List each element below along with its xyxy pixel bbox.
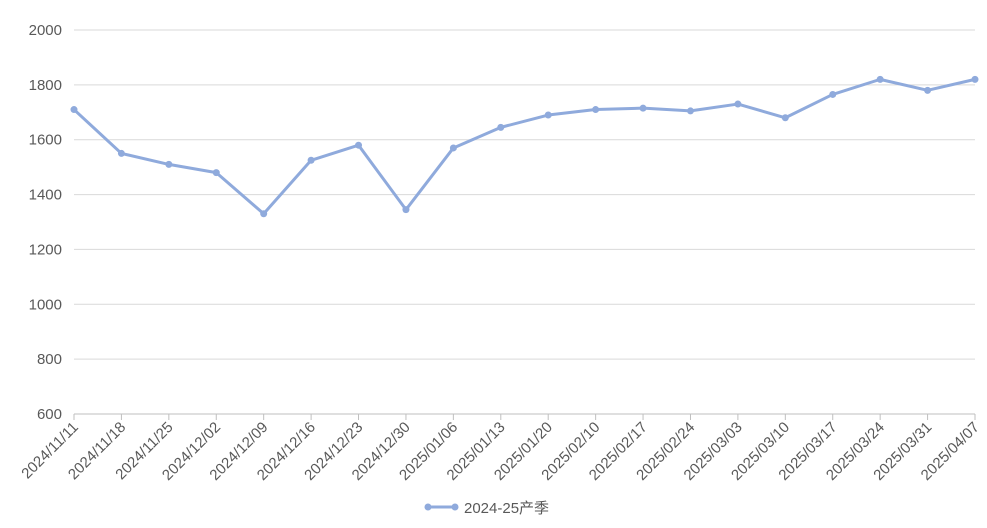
data-point <box>592 106 600 114</box>
y-tick-label: 800 <box>37 351 62 368</box>
data-point <box>734 100 742 108</box>
data-point <box>497 123 505 131</box>
data-point <box>971 75 979 83</box>
data-point <box>70 106 78 114</box>
y-tick-label: 1000 <box>29 296 62 313</box>
data-point <box>544 111 552 119</box>
data-point <box>686 107 694 115</box>
y-tick-label: 600 <box>37 406 62 423</box>
data-point <box>449 144 457 152</box>
series-group <box>70 75 979 218</box>
data-point <box>307 156 315 164</box>
data-point <box>402 206 410 214</box>
data-point <box>781 114 789 122</box>
data-point <box>117 149 125 157</box>
legend-swatch-marker <box>451 503 459 511</box>
data-point <box>829 90 837 98</box>
data-point <box>212 169 220 177</box>
legend-swatch-marker <box>424 503 432 511</box>
data-point <box>260 210 268 218</box>
data-point <box>639 104 647 112</box>
x-axis: 2024/11/112024/11/182024/11/252024/12/02… <box>18 413 983 484</box>
data-point <box>876 75 884 83</box>
series-line <box>72 77 977 216</box>
data-point <box>165 160 173 168</box>
y-tick-label: 1200 <box>29 241 62 258</box>
y-tick-label: 1800 <box>29 77 62 94</box>
y-tick-label: 1600 <box>29 132 62 149</box>
data-point <box>924 86 932 94</box>
gridlines <box>74 29 975 360</box>
legend-label: 2024-25产季 <box>464 500 549 517</box>
y-tick-label: 2000 <box>29 22 62 39</box>
data-point <box>355 141 363 149</box>
y-axis: 600 800 1000 1200 1400 1600 1800 2000 <box>29 22 62 423</box>
y-tick-label: 1400 <box>29 187 62 204</box>
legend: 2024-25产季 <box>424 500 549 517</box>
